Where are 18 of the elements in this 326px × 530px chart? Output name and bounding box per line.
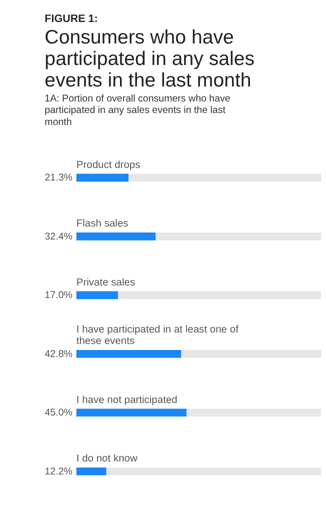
bar (76, 174, 128, 182)
data-label: 21.3% (44, 172, 73, 184)
data-label: 45.0% (44, 408, 73, 419)
y-tick-label: Product drops (76, 160, 140, 171)
chart-title: Consumers who have participated in any sales events in the last month (44, 26, 255, 92)
data-label: 42.8% (44, 348, 73, 360)
y-tick-label: Flash sales (76, 218, 128, 230)
y-tick-label: I have participated in at least one of these events (76, 324, 239, 348)
caption: FIGURE 1: (44, 13, 98, 26)
bar (76, 467, 106, 476)
data-label: 32.4% (44, 231, 73, 242)
y-tick-label: I have not participated (76, 394, 178, 406)
y-tick-label: I do not know (76, 454, 138, 465)
data-label: 12.2% (44, 466, 73, 478)
data-label: 17.0% (44, 290, 73, 302)
chart-subtitle: 1A: Portion of overall consumers who have participated in any sales events in the last month (44, 93, 230, 128)
bar (76, 291, 118, 300)
y-tick-label: Private sales (76, 277, 136, 288)
